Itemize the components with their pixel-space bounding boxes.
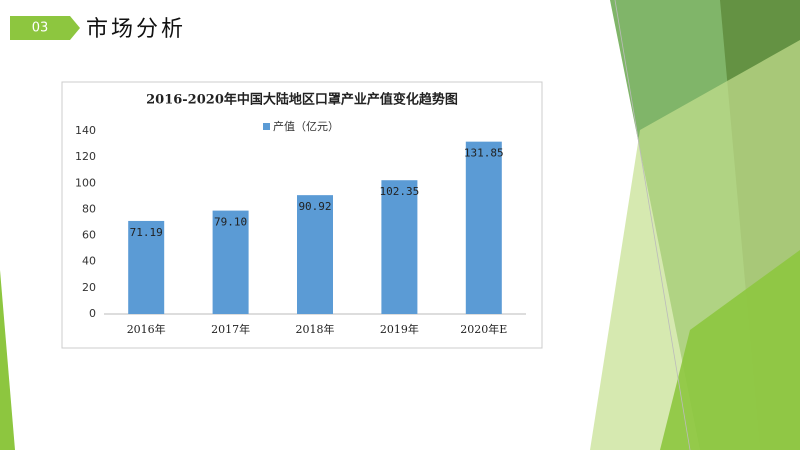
y-tick-label: 20 xyxy=(82,281,96,294)
legend-label: 产值（亿元） xyxy=(273,119,339,133)
y-tick-label: 60 xyxy=(82,229,96,242)
left-decoration xyxy=(0,270,15,450)
y-tick-label: 40 xyxy=(82,255,96,268)
x-tick-label: 2020年E xyxy=(460,322,507,336)
right-decoration xyxy=(660,250,800,450)
value-label: 90.92 xyxy=(298,200,331,213)
y-tick-label: 120 xyxy=(75,150,96,163)
chart-title: 2016-2020年中国大陆地区口罩产业产值变化趋势图 xyxy=(146,92,458,108)
y-tick-label: 80 xyxy=(82,202,96,215)
decor-line xyxy=(614,0,691,450)
bar xyxy=(212,210,249,314)
bar xyxy=(465,141,502,314)
x-tick-label: 2016年 xyxy=(127,322,166,336)
section-tag xyxy=(10,16,80,40)
slide-title: 市场分析 xyxy=(86,17,186,42)
value-label: 131.85 xyxy=(464,147,504,160)
y-tick-label: 140 xyxy=(75,124,96,137)
bar xyxy=(381,180,418,314)
section-number: 03 xyxy=(32,21,49,36)
legend-swatch xyxy=(263,123,270,130)
value-label: 102.35 xyxy=(380,185,420,198)
y-tick-label: 100 xyxy=(75,176,96,189)
x-tick-label: 2018年 xyxy=(296,322,335,336)
y-tick-label: 0 xyxy=(89,307,96,320)
bar xyxy=(128,220,165,314)
bar xyxy=(297,195,333,314)
x-tick-label: 2017年 xyxy=(211,322,250,336)
value-label: 79.10 xyxy=(214,216,247,229)
x-tick-label: 2019年 xyxy=(380,322,419,336)
value-label: 71.19 xyxy=(130,226,163,239)
chart: 0 20 40 60 80 100 120 140 产值（亿元） 2016年 71.19 2017年 7… xyxy=(75,119,526,336)
